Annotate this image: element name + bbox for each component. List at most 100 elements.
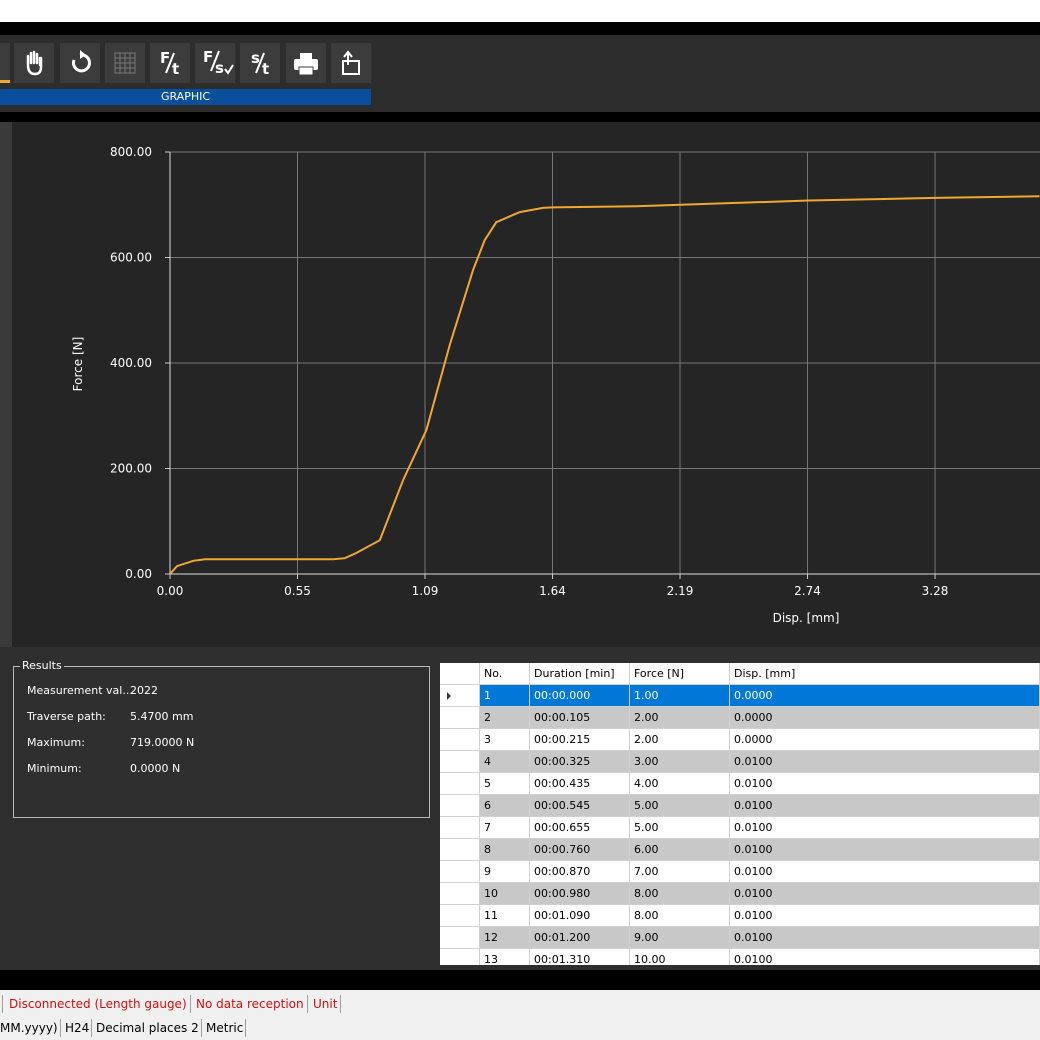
row-selector[interactable] xyxy=(440,707,480,729)
table-cell[interactable]: 3 xyxy=(480,729,530,751)
row-selector[interactable] xyxy=(440,729,480,751)
table-cell[interactable]: 0.0100 xyxy=(730,861,1040,883)
table-cell[interactable]: 0.0000 xyxy=(730,729,1040,751)
table-cell[interactable]: 8.00 xyxy=(630,905,730,927)
table-cell[interactable]: 00:01.090 xyxy=(530,905,630,927)
table-cell[interactable]: 0.0100 xyxy=(730,927,1040,949)
result-label: Traverse path: xyxy=(27,710,106,723)
row-selector[interactable] xyxy=(440,949,480,965)
reset-button[interactable] xyxy=(60,43,100,83)
export-icon xyxy=(342,50,360,75)
pan-button[interactable] xyxy=(14,43,54,83)
x-tick-label: 1.09 xyxy=(412,584,439,598)
x-tick-label: 3.28 xyxy=(922,584,949,598)
table-cell[interactable]: 0.0100 xyxy=(730,883,1040,905)
table-cell[interactable]: 5.00 xyxy=(630,795,730,817)
row-selector[interactable] xyxy=(440,685,480,707)
table-cell[interactable]: 0.0100 xyxy=(730,817,1040,839)
table-cell[interactable]: 00:00.215 xyxy=(530,729,630,751)
separator xyxy=(60,1019,61,1037)
row-selector[interactable] xyxy=(440,751,480,773)
table-cell[interactable]: 0.0000 xyxy=(730,707,1040,729)
hand-icon xyxy=(26,50,43,76)
table-cell[interactable]: 00:00.000 xyxy=(530,685,630,707)
slash-icon xyxy=(165,52,175,74)
table-cell[interactable]: 2.00 xyxy=(630,707,730,729)
table-cell[interactable]: 00:00.870 xyxy=(530,861,630,883)
table-cell[interactable]: 4.00 xyxy=(630,773,730,795)
y-tick-label: 400.00 xyxy=(110,356,152,370)
table-cell[interactable]: 00:00.325 xyxy=(530,751,630,773)
side-strip xyxy=(0,122,12,647)
table-cell[interactable]: 11 xyxy=(480,905,530,927)
table-cell[interactable]: 2.00 xyxy=(630,729,730,751)
table-cell[interactable]: 00:00.105 xyxy=(530,707,630,729)
table-cell[interactable]: 2 xyxy=(480,707,530,729)
grid-button[interactable] xyxy=(105,43,145,83)
results-box xyxy=(13,666,430,818)
row-selector[interactable] xyxy=(440,773,480,795)
table-cell[interactable]: 7.00 xyxy=(630,861,730,883)
table-cell[interactable]: 9 xyxy=(480,861,530,883)
row-selector[interactable] xyxy=(440,839,480,861)
table-cell[interactable]: 0.0100 xyxy=(730,905,1040,927)
table-cell[interactable]: 1 xyxy=(480,685,530,707)
table-cell[interactable]: 00:01.310 xyxy=(530,949,630,965)
row-selector[interactable] xyxy=(440,883,480,905)
print-button[interactable] xyxy=(286,43,326,83)
table-cell[interactable]: 00:00.980 xyxy=(530,883,630,905)
table-cell[interactable]: 12 xyxy=(480,927,530,949)
column-header: No. xyxy=(480,663,530,685)
status-item: No data reception xyxy=(196,997,304,1011)
row-selector[interactable] xyxy=(440,795,480,817)
table-cell[interactable]: 6.00 xyxy=(630,839,730,861)
table-cell[interactable]: 00:00.655 xyxy=(530,817,630,839)
table-cell[interactable]: 3.00 xyxy=(630,751,730,773)
table-cell[interactable]: 5.00 xyxy=(630,817,730,839)
table-cell[interactable]: 0.0000 xyxy=(730,685,1040,707)
table-cell[interactable]: 6 xyxy=(480,795,530,817)
row-selector[interactable] xyxy=(440,905,480,927)
icon-text: s xyxy=(215,59,224,77)
icon-text: F xyxy=(203,48,214,66)
export-button[interactable] xyxy=(331,43,371,83)
table-cell[interactable]: 00:00.435 xyxy=(530,773,630,795)
x-tick-label: 0.55 xyxy=(284,584,311,598)
table-cell[interactable]: 7 xyxy=(480,817,530,839)
table-cell[interactable]: 5 xyxy=(480,773,530,795)
row-selector[interactable] xyxy=(440,927,480,949)
table-cell[interactable]: 9.00 xyxy=(630,927,730,949)
table-cell[interactable]: 0.0100 xyxy=(730,949,1040,965)
status-item: Disconnected (Length gauge) xyxy=(9,997,187,1011)
table-cell[interactable]: 10.00 xyxy=(630,949,730,965)
table-cell[interactable]: 0.0100 xyxy=(730,839,1040,861)
status-item: MM.yyyy) xyxy=(0,1021,58,1035)
top-border xyxy=(0,22,1040,35)
table-cell[interactable]: 00:01.200 xyxy=(530,927,630,949)
table-cell[interactable]: 10 xyxy=(480,883,530,905)
result-value: 0.0000 N xyxy=(130,762,181,775)
tab-label[interactable]: GRAPHIC xyxy=(0,89,371,105)
status-bar: Disconnected (Length gauge) No data recep… xyxy=(0,990,1040,1040)
separator xyxy=(190,995,191,1013)
row-selector[interactable] xyxy=(440,861,480,883)
table-cell[interactable]: 1.00 xyxy=(630,685,730,707)
table-cell[interactable]: 4 xyxy=(480,751,530,773)
table-cell[interactable]: 00:00.760 xyxy=(530,839,630,861)
zoom-button[interactable] xyxy=(0,43,10,83)
table-cell[interactable]: 8 xyxy=(480,839,530,861)
row-selector[interactable] xyxy=(440,817,480,839)
table-cell[interactable]: 8.00 xyxy=(630,883,730,905)
table-cell[interactable]: 00:00.545 xyxy=(530,795,630,817)
y-axis-label: Force [N] xyxy=(71,337,85,392)
column-header: Disp. [mm] xyxy=(730,663,1040,685)
table-cell[interactable]: 0.0100 xyxy=(730,773,1040,795)
table-cell[interactable]: 0.0100 xyxy=(730,751,1040,773)
result-value: 2022 xyxy=(130,684,158,697)
table-cell[interactable]: 13 xyxy=(480,949,530,965)
table-cell[interactable]: 0.0100 xyxy=(730,795,1040,817)
